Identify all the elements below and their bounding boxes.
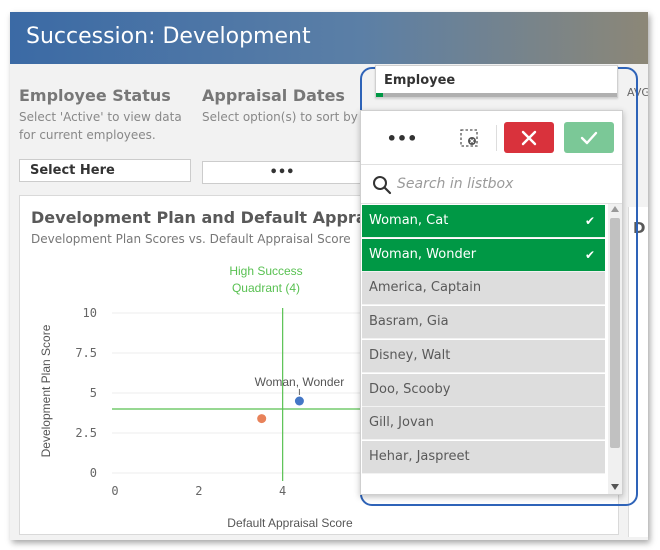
- listbox-item-label: Disney, Walt: [369, 347, 451, 363]
- listbox-scrollbar[interactable]: [608, 204, 622, 494]
- scroll-up-arrow-icon[interactable]: [611, 206, 619, 212]
- listbox-item[interactable]: Doo, Scooby: [362, 373, 605, 407]
- data-point: [257, 414, 267, 424]
- employee-status-select-button[interactable]: Select Here: [19, 159, 191, 182]
- listbox-item[interactable]: Basram, Gia: [362, 306, 605, 340]
- selected-check-icon: ✔: [584, 214, 595, 228]
- quadrant-label-line2: Quadrant (4): [232, 281, 300, 295]
- selected-check-icon: ✔: [584, 247, 595, 262]
- listbox-item[interactable]: Woman, Wonder ✔: [362, 238, 605, 272]
- y-tick-label: 0: [90, 466, 97, 480]
- listbox-item[interactable]: Woman, Cat ✔: [362, 205, 605, 238]
- x-axis-label: Default Appraisal Score: [227, 516, 353, 530]
- selection-state-bar: [376, 93, 617, 97]
- page-title: Succession: Development: [26, 24, 311, 49]
- y-tick-label: 5: [90, 386, 97, 400]
- chart-title: Development Plan and Default Appraisal R: [31, 208, 416, 227]
- y-tick-label: 7.5: [75, 346, 97, 360]
- employee-filter-header[interactable]: Employee: [375, 65, 618, 98]
- listbox-item-label: Basram, Gia: [369, 314, 449, 330]
- appraisal-dates-select-button[interactable]: •••: [202, 161, 362, 184]
- listbox-item[interactable]: America, Captain: [362, 272, 605, 306]
- employee-listbox: ••• Search in listbox Woman, Cat: [360, 110, 623, 495]
- listbox-item-label: Woman, Wonder: [369, 246, 477, 262]
- listbox-item[interactable]: Disney, Walt: [362, 339, 605, 373]
- x-tick-label: 4: [279, 484, 286, 498]
- listbox-item[interactable]: Hehar, Jaspreet: [362, 440, 605, 474]
- point-label: Woman, Wonder: [255, 375, 345, 389]
- quadrant-label-line1: High Success: [229, 264, 302, 278]
- listbox-item[interactable]: Gill, Jovan: [362, 407, 605, 441]
- listbox-item-label: America, Captain: [369, 280, 482, 296]
- title-bar: Succession: Development: [10, 12, 648, 64]
- cancel-selection-button[interactable]: [504, 122, 554, 153]
- search-icon: [373, 176, 392, 195]
- listbox-search[interactable]: Search in listbox: [361, 166, 622, 204]
- appraisal-dates-title: Appraisal Dates: [202, 86, 345, 105]
- chart-subtitle: Development Plan Scores vs. Default Appr…: [31, 232, 351, 246]
- selection-state-fill: [376, 93, 384, 97]
- listbox-item-label: Hehar, Jaspreet: [369, 448, 470, 464]
- y-axis-label: Development Plan Score: [39, 324, 53, 457]
- checkmark-icon: [580, 131, 598, 144]
- more-icon: •••: [386, 128, 418, 148]
- scroll-down-arrow-icon[interactable]: [611, 484, 619, 490]
- listbox-item-label: Woman, Cat: [369, 213, 449, 228]
- employee-filter-label: Employee: [384, 73, 456, 88]
- clear-selection-button[interactable]: [458, 127, 480, 149]
- y-tick-label: 10: [83, 306, 97, 320]
- confirm-selection-button[interactable]: [564, 122, 614, 153]
- right-panel-edge: D: [628, 207, 648, 537]
- x-tick-label: 0: [111, 484, 118, 498]
- employee-status-desc: Select 'Active' to view data for current…: [19, 110, 182, 142]
- employee-status-title: Employee Status: [19, 86, 171, 105]
- listbox-toolbar: •••: [361, 111, 622, 165]
- more-options-button[interactable]: •••: [386, 127, 418, 149]
- toolbar-divider: [496, 125, 497, 151]
- y-tick-label: 2.5: [75, 426, 97, 440]
- listbox-item-label: Doo, Scooby: [369, 381, 451, 397]
- clear-selection-icon: [460, 129, 478, 147]
- appraisal-dates-desc: Select option(s) to sort by the appraisa…: [202, 110, 362, 124]
- search-placeholder: Search in listbox: [397, 176, 514, 192]
- x-tick-label: 2: [195, 484, 202, 498]
- scroll-thumb[interactable]: [610, 218, 620, 448]
- listbox-item-label: Gill, Jovan: [369, 415, 434, 431]
- data-point: [294, 396, 304, 406]
- close-icon: [521, 130, 537, 145]
- scatter-chart: High Success Quadrant (4) Default Apprai…: [39, 264, 440, 530]
